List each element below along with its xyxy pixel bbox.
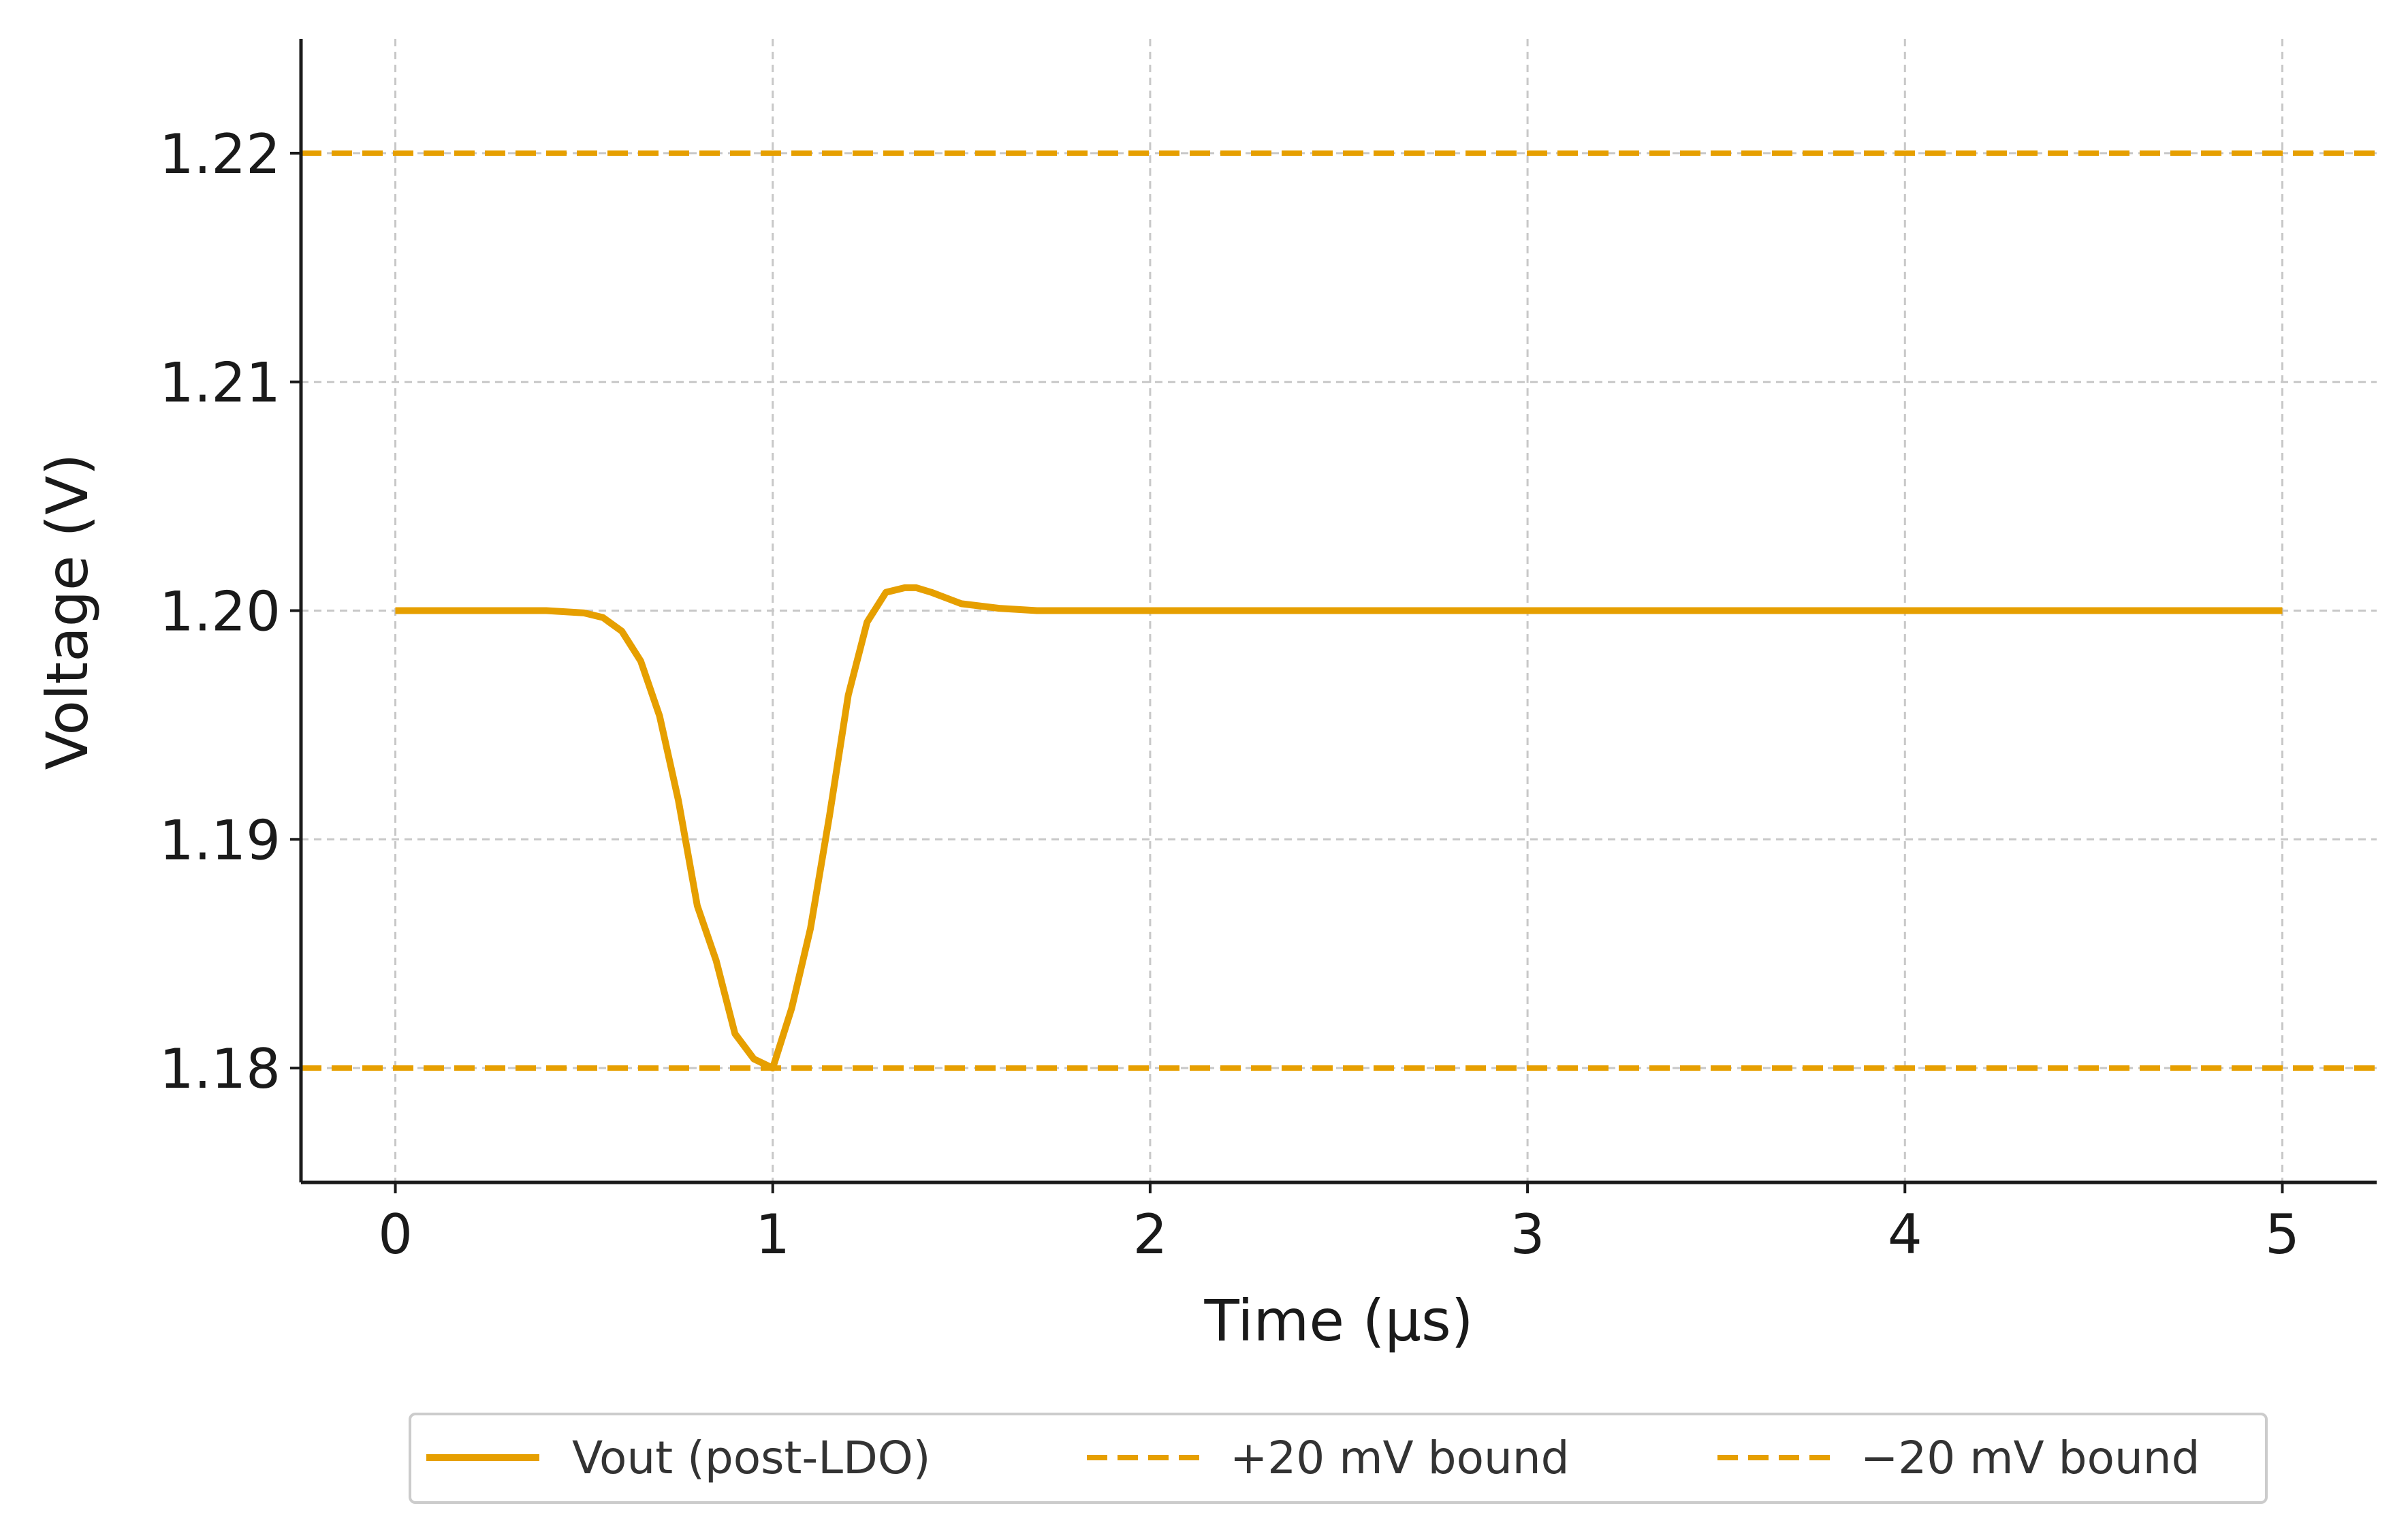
legend-frame — [409, 1413, 2268, 1504]
x-tick-label: 5 — [2265, 1203, 2300, 1266]
x-axis-label: Time (µs) — [1203, 1287, 1473, 1354]
legend-label-upper-bound: +20 mV bound — [1230, 1432, 1570, 1484]
x-tick-label: 2 — [1132, 1203, 1167, 1266]
y-tick-label: 1.22 — [159, 123, 281, 186]
y-tick-label: 1.20 — [159, 580, 281, 644]
x-tick-label: 0 — [378, 1203, 413, 1266]
vout-line — [395, 584, 2283, 1072]
x-tick-label: 4 — [1888, 1203, 1922, 1266]
x-tick-label: 1 — [755, 1203, 790, 1266]
ticks: 0 1 2 3 4 5 1.18 1.19 1.20 1.21 1.22 — [159, 123, 2300, 1266]
x-tick-label: 3 — [1510, 1203, 1545, 1266]
y-tick-label: 1.18 — [159, 1037, 281, 1101]
y-tick-label: 1.21 — [159, 351, 281, 415]
legend-label-lower-bound: −20 mV bound — [1860, 1432, 2200, 1484]
y-tick-label: 1.19 — [159, 808, 281, 872]
legend-label-vout: Vout (post-LDO) — [572, 1432, 931, 1484]
legend: Vout (post-LDO) +20 mV bound −20 mV boun… — [409, 1413, 2268, 1504]
y-axis-label: Voltage (V) — [34, 454, 101, 770]
bound-lines — [301, 150, 2377, 1071]
series-layer — [395, 584, 2283, 1072]
